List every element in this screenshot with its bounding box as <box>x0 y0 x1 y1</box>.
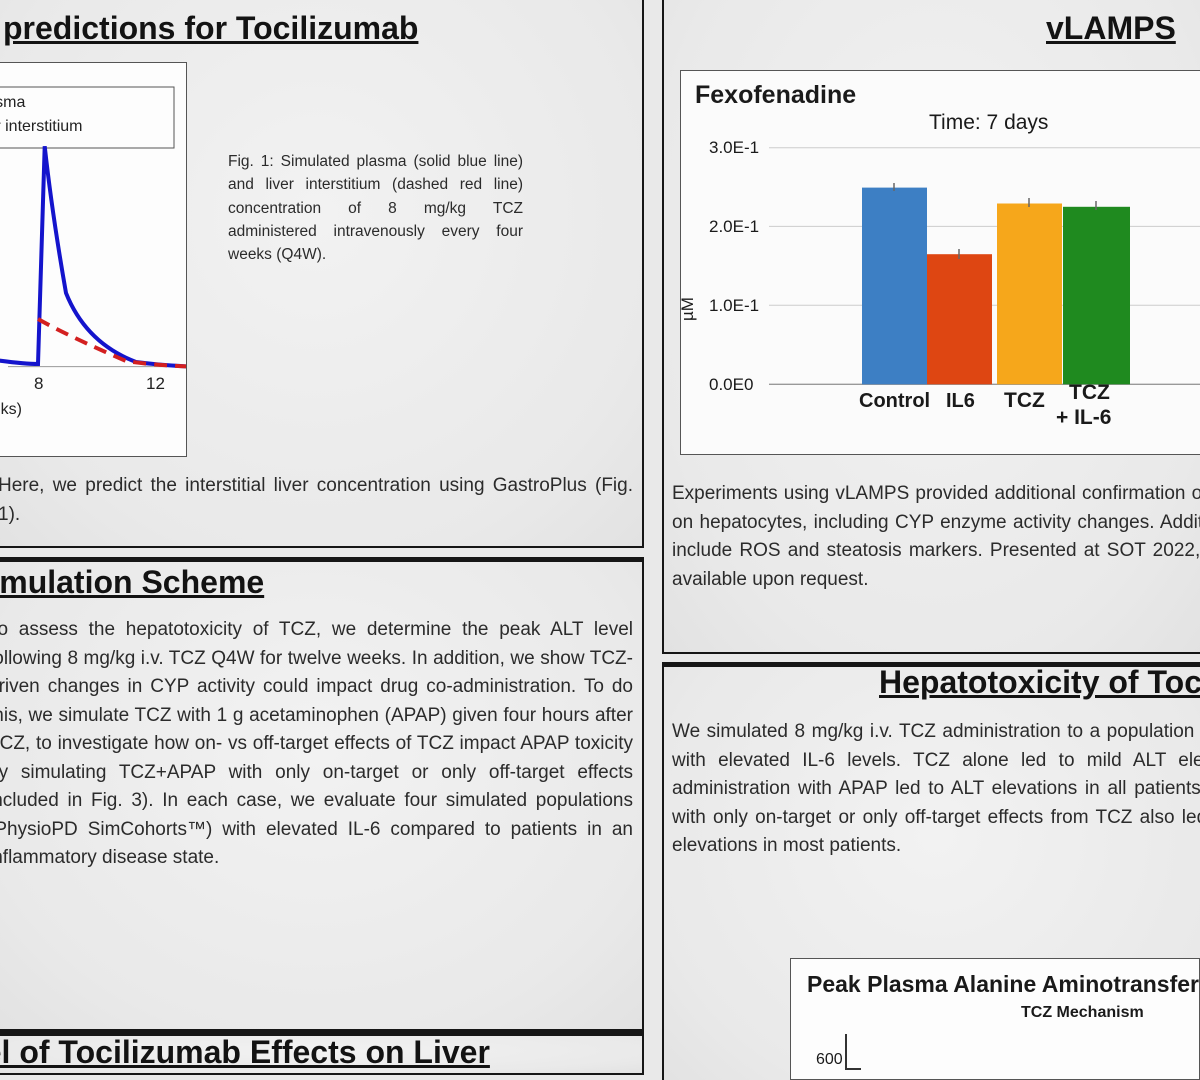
svg-text:8: 8 <box>34 374 43 393</box>
svg-text:0.0E0: 0.0E0 <box>709 375 753 394</box>
svg-text:µM: µM <box>681 297 697 321</box>
svg-text:TCZ: TCZ <box>1069 381 1110 404</box>
svg-text:Time: 7 days: Time: 7 days <box>929 111 1048 134</box>
svg-text:TCZ Mechanism: TCZ Mechanism <box>1021 1004 1144 1021</box>
svg-text:Liver interstitium: Liver interstitium <box>0 118 82 135</box>
svg-text:Peak Plasma Alanine Aminotrans: Peak Plasma Alanine Aminotransferase <box>807 971 1200 997</box>
svg-text:Plasma: Plasma <box>0 94 25 111</box>
svg-text:1.0E-1: 1.0E-1 <box>709 296 759 315</box>
svg-text:12: 12 <box>146 374 165 393</box>
svg-text:+ IL-6: + IL-6 <box>1056 406 1111 429</box>
svg-text:600: 600 <box>816 1051 843 1068</box>
svg-text:Fexofenadine: Fexofenadine <box>695 81 856 109</box>
svg-text:IL6: IL6 <box>946 390 975 412</box>
svg-text:Control: Control <box>859 390 930 412</box>
svg-text:3.0E-1: 3.0E-1 <box>709 138 759 157</box>
svg-text:Weeks): Weeks) <box>0 401 22 418</box>
svg-text:2.0E-1: 2.0E-1 <box>709 217 759 236</box>
svg-text:TCZ: TCZ <box>1004 389 1045 412</box>
